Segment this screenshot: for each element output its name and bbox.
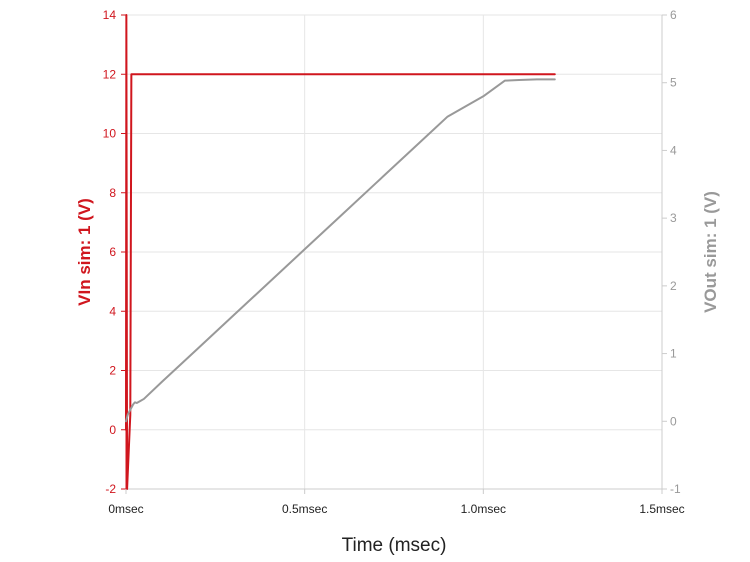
series-layer (125, 14, 556, 490)
right-y-tick-label: -1 (670, 482, 681, 496)
left-y-tick-label: 8 (109, 186, 116, 200)
x-axis-title: Time (msec) (342, 535, 447, 556)
left-y-tick-label: 0 (109, 423, 116, 437)
right-y-axis-title: VOut sim: 1 (V) (701, 191, 720, 313)
left-y-tick-label: 2 (109, 364, 116, 378)
x-tick-label: 1.0msec (461, 502, 506, 516)
left-y-axis-title: VIn sim: 1 (V) (75, 198, 94, 306)
right-y-tick-label: 5 (670, 76, 677, 90)
left-y-tick-label: 6 (109, 245, 116, 259)
x-tick-label: 1.5msec (639, 502, 684, 516)
x-tick-label: 0msec (108, 502, 143, 516)
right-y-tick-label: 4 (670, 143, 677, 157)
right-y-tick-label: 0 (670, 414, 677, 428)
series-line-vin (125, 14, 556, 490)
left-y-tick-label: 4 (109, 304, 116, 318)
series-line-vout (125, 78, 556, 423)
left-y-tick-label: -2 (105, 482, 116, 496)
left-y-tick-label: 12 (103, 67, 117, 81)
right-y-tick-label: 2 (670, 279, 677, 293)
right-y-tick-label: 6 (670, 8, 677, 22)
x-tick-label: 0.5msec (282, 502, 327, 516)
grid (125, 14, 663, 490)
right-y-tick-label: 3 (670, 211, 677, 225)
left-y-tick-label: 14 (103, 8, 117, 22)
left-y-tick-label: 10 (103, 127, 117, 141)
right-y-tick-label: 1 (670, 347, 677, 361)
